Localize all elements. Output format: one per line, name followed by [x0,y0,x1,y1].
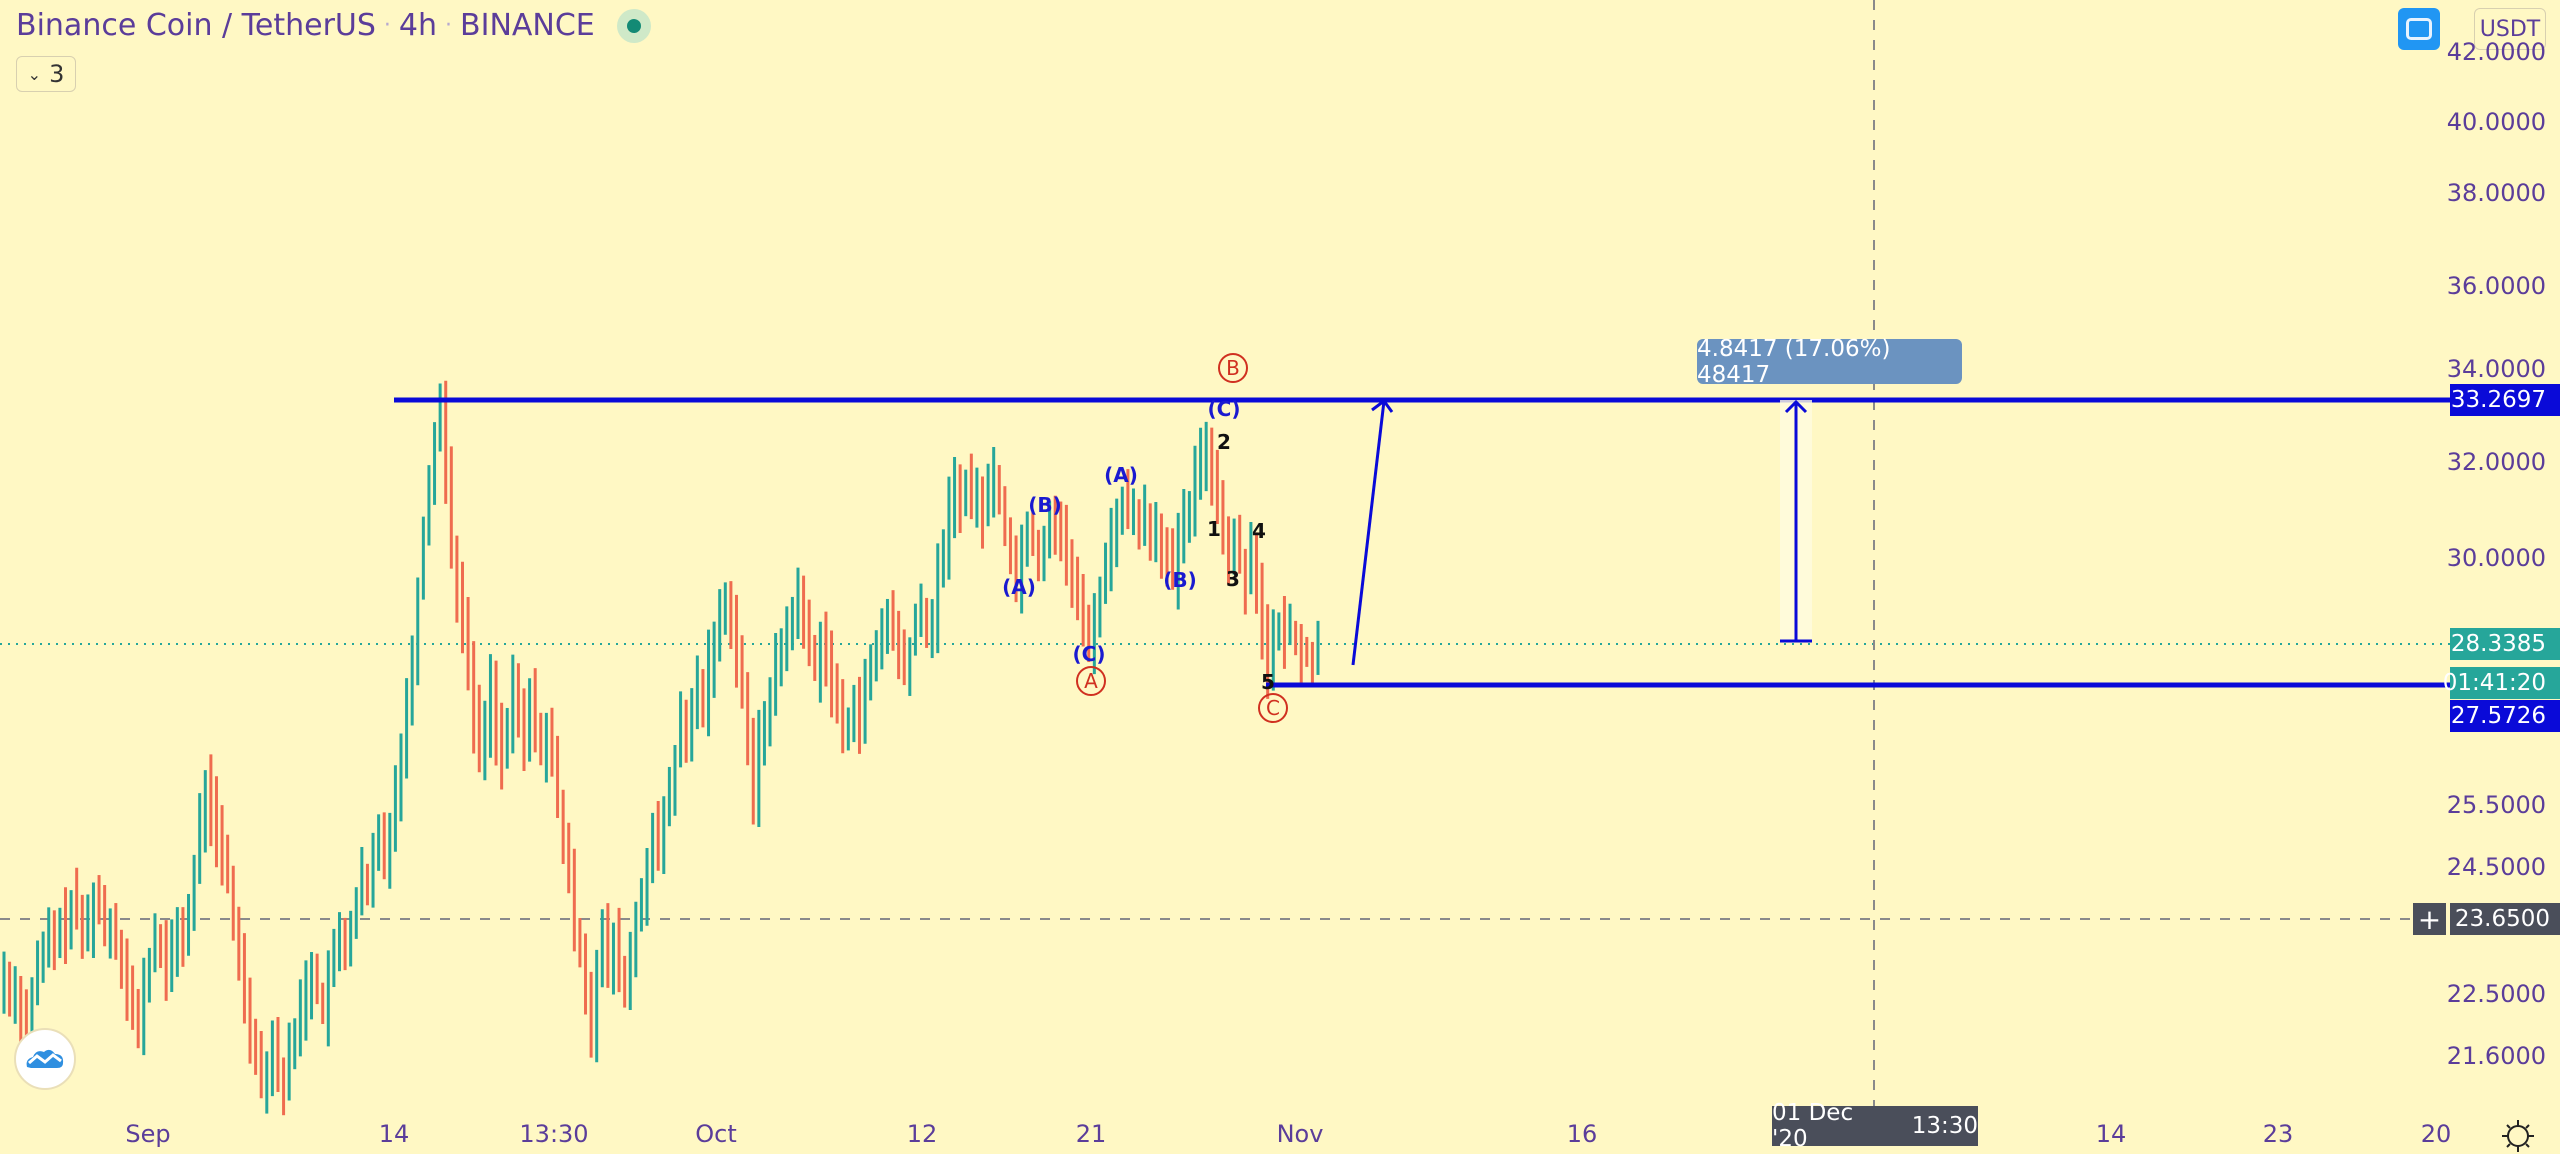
price-tick-label: 42.0000 [2446,38,2546,66]
price-tag: 27.5726 [2450,700,2560,732]
crosshair-time: 13:30 [1911,1113,1978,1139]
currency-button[interactable]: USDT [2474,8,2546,50]
wave-label[interactable]: 3 [1226,567,1240,591]
projection-arrow-head [1371,398,1394,413]
wave-label[interactable]: (C) [1072,642,1106,666]
separator: · [445,13,453,38]
time-tick-label: 21 [1075,1120,1107,1148]
time-tick-label: 13:30 [519,1120,589,1148]
wave-label[interactable]: 4 [1252,519,1266,543]
add-alert-plus-button[interactable]: + [2413,903,2446,936]
price-tick-label: 25.5000 [2446,791,2546,819]
time-tick-label: 16 [1566,1120,1598,1148]
market-open-status-icon [616,8,651,43]
time-tick-label: 12 [906,1120,938,1148]
crosshair-time-label: 01 Dec '20 13:30 [1772,1100,1978,1152]
interval[interactable]: 4h [398,8,438,43]
wave-label[interactable]: 2 [1217,430,1231,454]
ohlc-bars [2,380,1320,1116]
wave-label[interactable]: 5 [1261,670,1275,694]
price-tick-label: 21.6000 [2446,1042,2546,1070]
wave-label[interactable]: (B) [1028,493,1062,517]
projection-arrow[interactable] [1351,400,1386,666]
time-tick-label: 20 [2420,1120,2452,1148]
price-tag: 01:41:20 [2443,667,2560,699]
wave-label[interactable]: (C) [1207,397,1241,421]
tradingview-logo[interactable] [14,1028,76,1090]
crosshair-price-label: 23.6500 [2450,903,2560,935]
settings-gear-icon[interactable] [2500,1118,2536,1154]
symbol-title[interactable]: Binance Coin / TetherUS · 4h · BINANCE [16,8,651,43]
wave-label[interactable]: (A) [1104,463,1138,487]
price-tick-label: 22.5000 [2446,980,2546,1008]
legend-toggle-button[interactable]: ⌄ 3 [16,56,76,92]
time-tick-label: Sep [125,1120,171,1148]
price-tag: 28.3385 [2450,628,2560,660]
legend-count: 3 [49,60,65,88]
fullscreen-icon [2406,18,2432,40]
exchange: BINANCE [460,8,595,43]
wave-label[interactable]: B [1218,353,1248,383]
price-tag: 33.2697 [2450,384,2560,416]
wave-label[interactable]: A [1076,666,1106,696]
price-tick-label: 32.0000 [2446,448,2546,476]
separator: · [383,13,391,38]
wave-label[interactable]: (A) [1002,575,1036,599]
time-tick-label: 14 [378,1120,410,1148]
price-tick-label: 30.0000 [2446,544,2546,572]
measure-tooltip: 4.8417 (17.06%) 48417 [1697,336,1962,388]
wave-label[interactable]: (B) [1163,568,1197,592]
measure-arrow-head [1784,399,1808,414]
time-tick-label: Nov [1276,1120,1324,1148]
symbol-name: Binance Coin / TetherUS [16,8,376,43]
time-tick-label: 23 [2262,1120,2294,1148]
fullscreen-button[interactable] [2398,8,2440,50]
crosshair-date: 01 Dec '20 [1772,1100,1854,1152]
wave-label[interactable]: C [1258,693,1288,723]
price-tick-label: 36.0000 [2446,272,2546,300]
price-tick-label: 40.0000 [2446,108,2546,136]
time-tick-label: 14 [2095,1120,2127,1148]
wave-label[interactable]: 1 [1207,517,1221,541]
price-tick-label: 24.5000 [2446,853,2546,881]
price-tick-label: 38.0000 [2446,179,2546,207]
cloud-logo-icon [26,1049,64,1068]
time-tick-label: Oct [695,1120,737,1148]
chevron-down-icon: ⌄ [27,64,42,84]
price-tick-label: 34.0000 [2446,355,2546,383]
